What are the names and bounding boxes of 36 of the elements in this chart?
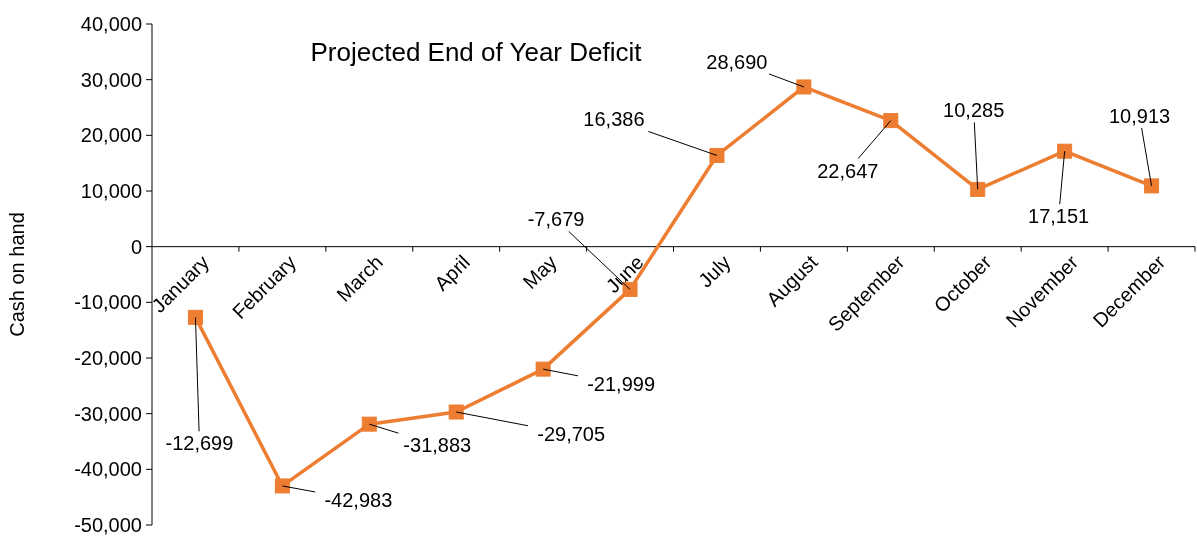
y-tick-label: 20,000	[80, 124, 142, 147]
data-label: 17,151	[1028, 205, 1090, 228]
y-tick-label: 0	[130, 235, 142, 258]
point	[1144, 178, 1160, 194]
data-label: 28,690	[706, 50, 768, 73]
y-tick-label: -50,000	[74, 514, 142, 536]
y-tick-label: 10,000	[80, 180, 142, 202]
data-label: -29,705	[537, 423, 606, 446]
y-tick-label: -30,000	[74, 402, 142, 425]
data-label: 22,647	[817, 159, 879, 182]
y-tick-label: -10,000	[74, 291, 142, 314]
data-label: -7,679	[527, 208, 585, 231]
y-tick-label: -20,000	[74, 347, 142, 369]
x-tick-label: July	[694, 250, 735, 292]
data-label: -42,983	[324, 488, 393, 511]
point	[970, 181, 986, 197]
y-tick-label: -40,000	[74, 458, 142, 481]
x-tick-label: May	[518, 250, 561, 294]
point	[448, 404, 464, 420]
y-axis-title: Cash on hand	[6, 212, 28, 337]
y-tick-label: 40,000	[80, 13, 142, 35]
data-label: 10,285	[943, 99, 1005, 122]
data-label: -21,999	[587, 373, 656, 396]
text: Projected End of Year Deficit	[310, 37, 643, 67]
data-label: 16,386	[583, 108, 645, 131]
data-label: -12,699	[165, 432, 234, 455]
point	[535, 361, 551, 377]
data-label: 10,913	[1108, 104, 1171, 127]
point	[361, 416, 377, 432]
point	[796, 79, 812, 95]
point	[709, 147, 725, 163]
y-tick-label: 30,000	[80, 68, 142, 91]
point	[274, 478, 290, 494]
data-label: -31,883	[403, 434, 472, 457]
point	[1057, 143, 1073, 159]
point	[883, 113, 899, 129]
